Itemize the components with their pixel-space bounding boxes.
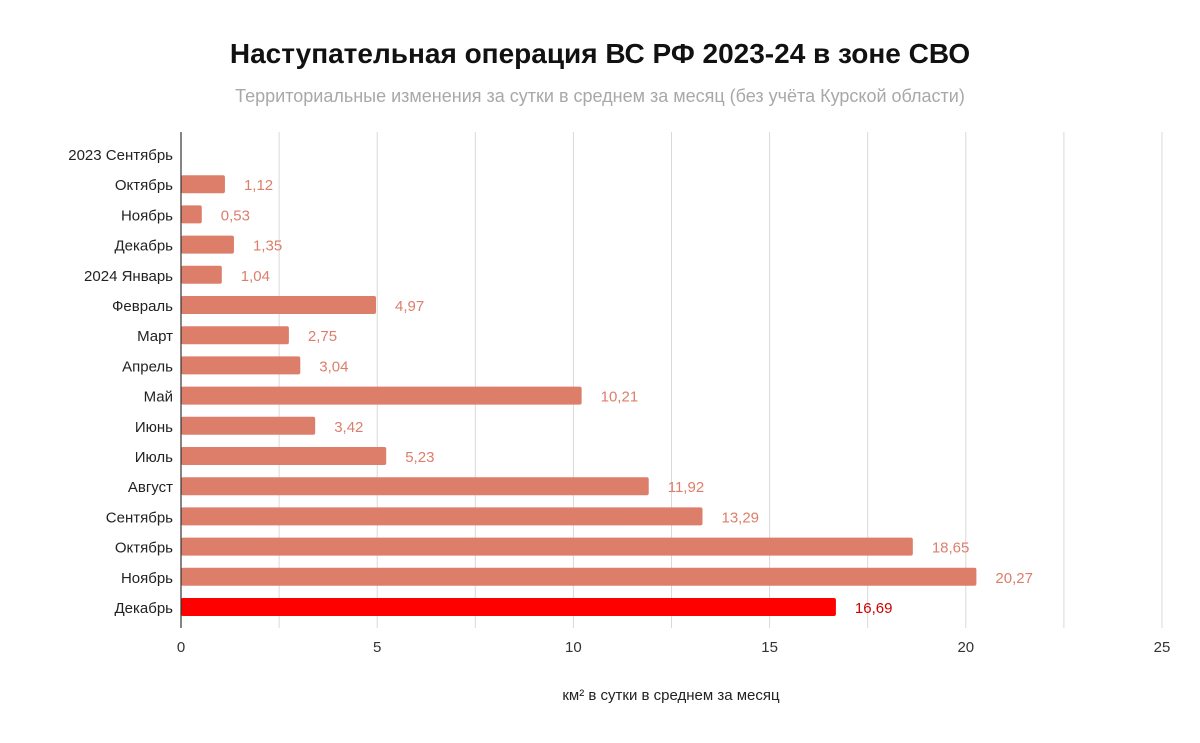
bar (181, 477, 649, 496)
y-category-label: Июнь (135, 419, 173, 436)
y-category-label: Апрель (122, 358, 173, 375)
x-tick-label: 5 (373, 639, 381, 656)
bar (181, 567, 977, 586)
bar (181, 356, 301, 375)
bar (181, 296, 377, 314)
bar (181, 386, 582, 405)
bar-value-label: 1,35 (253, 238, 282, 255)
y-category-label: Октябрь (115, 540, 173, 557)
y-category-label: 2024 Январь (84, 268, 173, 285)
bar-value-label: 4,97 (395, 298, 424, 315)
x-tick-label: 10 (565, 639, 582, 656)
x-axis-title: км² в сутки в среднем за месяц (562, 687, 780, 704)
bar-value-label: 13,29 (721, 509, 759, 526)
bar (181, 507, 703, 526)
y-category-label: Сентябрь (106, 509, 173, 526)
bar (181, 447, 387, 465)
x-tick-label: 0 (177, 639, 185, 656)
bar-value-label: 2,75 (308, 328, 337, 345)
y-category-label: Октябрь (115, 177, 173, 194)
x-tick-label: 25 (1154, 639, 1171, 656)
bar-value-label: 20,27 (995, 570, 1033, 587)
bar-value-label: 1,04 (241, 268, 270, 285)
bar-value-label: 3,42 (334, 419, 363, 436)
bar (181, 175, 225, 194)
x-tick-label: 20 (957, 639, 974, 656)
y-category-label: Май (144, 389, 173, 406)
chart-subtitle: Территориальные изменения за сутки в сре… (235, 86, 965, 106)
y-category-label: Ноябрь (121, 570, 173, 587)
labels: 0 5 10 15 20 25 2023 Сентябрь Октябрь 1,12 Ноябрь… (68, 147, 1170, 656)
y-category-label: Март (137, 328, 173, 345)
y-category-label: Декабрь (115, 238, 174, 255)
x-tick-label: 15 (761, 639, 778, 656)
y-category-label: Декабрь (115, 600, 174, 617)
bar (181, 416, 316, 435)
bar-value-label: 10,21 (601, 389, 639, 406)
bar (181, 235, 234, 254)
y-category-label: Ноябрь (121, 207, 173, 224)
bar-value-label: 3,04 (319, 358, 348, 375)
bar (181, 265, 222, 284)
bar-value-label: 11,92 (668, 479, 704, 496)
bar (181, 598, 836, 616)
bars (181, 175, 977, 616)
y-category-label: Июль (135, 449, 173, 466)
bar-value-label: 18,65 (932, 540, 970, 557)
bar-value-label: 16,69 (855, 600, 893, 617)
bar (181, 205, 202, 224)
y-category-label: Август (128, 479, 173, 496)
bar-value-label: 1,12 (244, 177, 273, 194)
chart-title: Наступательная операция ВС РФ 2023-24 в … (229, 38, 971, 69)
bar (181, 326, 289, 345)
bar (181, 537, 913, 556)
bar-value-label: 0,53 (221, 207, 250, 224)
y-category-label: Февраль (112, 298, 173, 315)
bar-value-label: 5,23 (405, 449, 434, 466)
y-category-label: 2023 Сентябрь (68, 147, 173, 164)
